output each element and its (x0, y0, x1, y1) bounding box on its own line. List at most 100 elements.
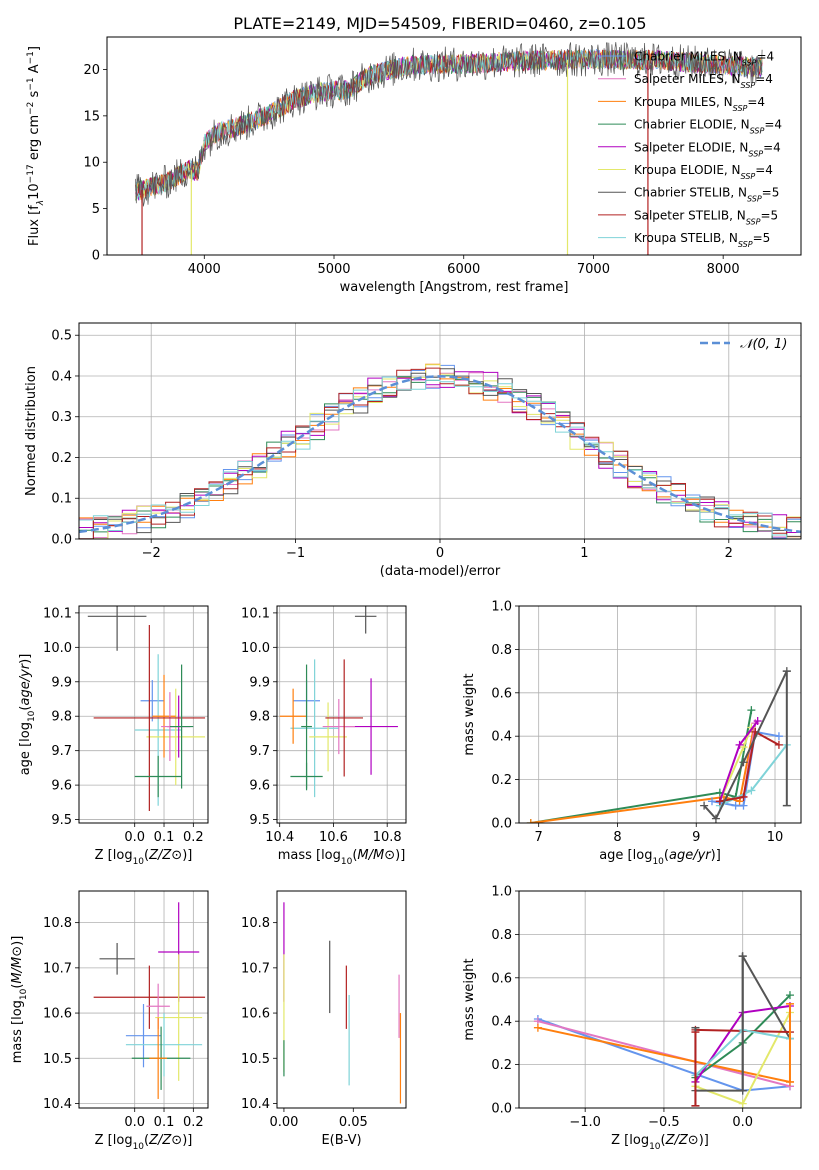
label-part: Z [log (95, 1133, 133, 1148)
legend-entry: Salpeter STELIB, NSSP=5 (634, 208, 778, 226)
weight-marker (739, 792, 748, 801)
label-part: ( (352, 848, 357, 863)
y-tick-label: 10.7 (241, 961, 270, 976)
y-tick-label: 0.4 (491, 1015, 512, 1030)
y-tick-label: 0.4 (491, 730, 512, 745)
y-tick-label: 10.0 (241, 641, 270, 656)
legend-entry: Kroupa MILES, NSSP=4 (634, 95, 765, 113)
label-part: mass [log (10, 1000, 25, 1063)
weight-marker (738, 1099, 747, 1108)
x-tick-label: 10.6 (319, 830, 348, 845)
errorbar-point (93, 965, 206, 1029)
label-part: 10 (649, 1142, 661, 1152)
weight-line (719, 730, 780, 803)
x-tick-label: 0.00 (269, 1115, 298, 1130)
grid (277, 606, 406, 823)
label-part: 10 (27, 710, 37, 722)
y-tick-label: 0.1 (51, 492, 72, 507)
label-part: ( (10, 984, 25, 989)
y-tick-label: 0.3 (51, 410, 72, 425)
legend-text: Salpeter MILES, N (634, 72, 741, 86)
axes-frame (78, 322, 802, 540)
axes-frame (276, 890, 407, 1109)
y-tick-label: 10.6 (43, 1007, 72, 1022)
legend-text: Salpeter ELODIE, N (634, 140, 748, 154)
axes-frame (276, 605, 407, 824)
label-part: ( (661, 1133, 666, 1148)
weight-marker (747, 786, 756, 795)
y-tick-label: 0.0 (491, 817, 512, 832)
x-tick-label: 8000 (707, 262, 740, 277)
x-axis-label: wavelength [Angstrom, rest frame] (340, 280, 569, 295)
grid (519, 605, 801, 824)
errorbar-point (149, 1017, 167, 1099)
y-tick-label: 0.8 (491, 643, 512, 658)
legend-entry: Kroupa STELIB, NSSP=5 (634, 231, 770, 249)
axes: −2 −1 0 1 2 0.0 0.1 0.2 0.3 0.4 0.5 (data-model)/er… (24, 322, 802, 579)
legend-text: Kroupa STELIB, N (634, 231, 738, 245)
errorbar-point (354, 606, 377, 634)
errorbar-point (152, 674, 176, 758)
label-part: 10 (19, 988, 29, 1000)
axes-frame (78, 605, 209, 824)
label-part: −1 (26, 77, 36, 90)
weight-marker (731, 801, 740, 810)
errorbar-point (93, 624, 206, 811)
y-tick-label: 10.5 (241, 1052, 270, 1067)
y-tick-label: 0 (92, 249, 100, 264)
label-part: ( (144, 1133, 149, 1148)
legend-text: Salpeter STELIB, N (634, 208, 746, 222)
legend-tail: =5 (753, 231, 771, 245)
label-part: M/M⊙ (357, 848, 395, 863)
y-tick-label: 9.6 (51, 779, 72, 794)
y-tick-label: 10.1 (43, 606, 72, 621)
weight-marker (739, 758, 748, 767)
legend-entry: Kroupa ELODIE, NSSP=4 (634, 163, 773, 181)
axes: 10.4 10.6 10.8 9.5 9.6 9.7 9.8 9.9 10.0 10.1 mass … (241, 605, 407, 867)
plot-area (279, 606, 398, 798)
y-tick-label: 15 (83, 109, 100, 124)
label-part: Z/Z⊙ (148, 1133, 182, 1148)
y-tick-label: 0.5 (51, 329, 72, 344)
label-part: ] (27, 46, 42, 51)
axes: −1.0 −0.5 0.0 0.0 0.2 0.4 0.6 0.8 1.0 Z [log10(Z/… (462, 885, 802, 1152)
x-tick-label: 7 (535, 830, 543, 845)
y-axis-label: age [log10(age/yr)] (18, 654, 37, 776)
histogram-series (79, 371, 801, 533)
errorbar-point (134, 755, 182, 798)
legend-sub: SSP (746, 217, 761, 226)
label-part: A (27, 64, 42, 77)
y-tick-label: 10.1 (241, 606, 270, 621)
legend-sub: SSP (747, 194, 762, 203)
y-tick-label: 10.4 (241, 1097, 270, 1112)
errorbar-point (125, 1004, 162, 1068)
errorbar-point (325, 659, 363, 777)
x-tick-label: −0.5 (648, 1115, 680, 1130)
grid (79, 891, 208, 1108)
panel-age-vs-z: 0.0 0.1 0.29.59.69.79.89.910.010.1Z [log10… (18, 605, 209, 867)
y-tick-label: 0.6 (491, 971, 512, 986)
plot-area (87, 606, 206, 811)
legend-text: Chabrier ELODIE, N (634, 118, 750, 132)
x-tick-label: 0.2 (183, 1115, 204, 1130)
label-part: )] (395, 848, 405, 863)
errorbar-point (99, 942, 135, 975)
y-tick-label: 10.0 (43, 641, 72, 656)
y-tick-label: 9.7 (51, 744, 72, 759)
x-tick-label: 0.05 (339, 1115, 368, 1130)
errorbar-point (322, 699, 355, 755)
legend-sub: SSP (733, 103, 748, 112)
panel-mass-vs-z: 0.0 0.1 0.210.410.510.610.710.8Z [log10(Z/… (10, 890, 209, 1152)
plot-area (283, 902, 402, 1104)
x-tick-label: −2 (142, 546, 161, 561)
plot-area (533, 952, 794, 1108)
x-tick-label: 2 (725, 546, 733, 561)
y-tick-label: 0.8 (491, 928, 512, 943)
x-tick-label: 0 (436, 546, 444, 561)
label-part: age/yr (669, 848, 712, 863)
figure-title: PLATE=2149, MJD=54509, FIBERID=0460, z=0… (233, 14, 646, 33)
y-tick-label: 9.8 (51, 710, 72, 725)
label-part: −17 (26, 164, 36, 183)
